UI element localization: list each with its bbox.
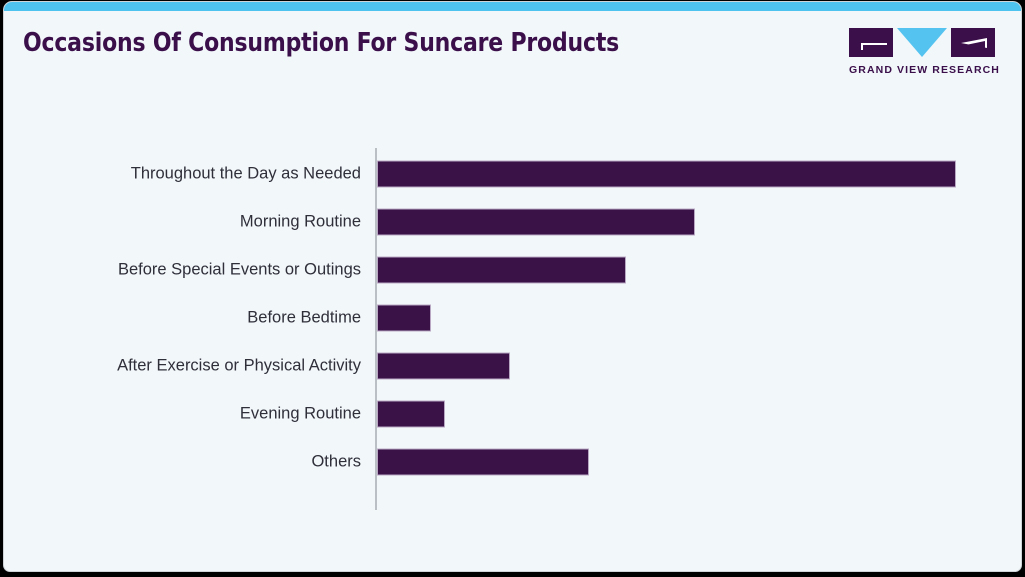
logo-marks [849, 28, 995, 57]
bar-rect [377, 448, 589, 476]
logo-letter-v-icon [897, 28, 947, 57]
bar-rect [377, 400, 445, 428]
bar-rect [377, 208, 695, 236]
page-title: Occasions Of Consumption For Suncare Pro… [23, 28, 620, 58]
bar-row: Morning Routine [4, 198, 1021, 246]
bar-chart-plot-area: Throughout the Day as Needed Morning Rou… [4, 2, 1021, 571]
bar-rect [377, 256, 626, 284]
figure-card: Occasions Of Consumption For Suncare Pro… [3, 1, 1022, 572]
bar-category-label: Throughout the Day as Needed [130, 164, 361, 183]
bar-row: Before Special Events or Outings [4, 246, 1021, 294]
bar-row: Others [4, 438, 1021, 486]
bar-category-label: Morning Routine [239, 212, 361, 231]
accent-bar [4, 2, 1021, 11]
bar-category-label: Before Special Events or Outings [117, 260, 361, 279]
logo-r-cut [961, 41, 985, 50]
bar-rect [377, 352, 510, 380]
bar-category-label: Before Bedtime [247, 308, 361, 327]
logo-g-tick [861, 43, 863, 50]
bar-row: Before Bedtime [4, 294, 1021, 342]
brand-logo: GRAND VIEW RESEARCH [849, 28, 1000, 76]
logo-wordmark: GRAND VIEW RESEARCH [849, 64, 1000, 76]
bar-rect [377, 304, 431, 332]
logo-letter-r-icon [951, 28, 995, 57]
bar-category-label: Evening Routine [239, 404, 361, 423]
bar-row: Evening Routine [4, 390, 1021, 438]
bar-row: After Exercise or Physical Activity [4, 342, 1021, 390]
y-axis-line [375, 148, 377, 510]
logo-letter-g-icon [849, 28, 893, 57]
bar-row: Throughout the Day as Needed [4, 150, 1021, 198]
logo-g-bar [861, 43, 887, 45]
bar-category-label: Others [311, 452, 361, 471]
bar-rect [377, 160, 956, 188]
bar-category-label: After Exercise or Physical Activity [117, 356, 361, 375]
